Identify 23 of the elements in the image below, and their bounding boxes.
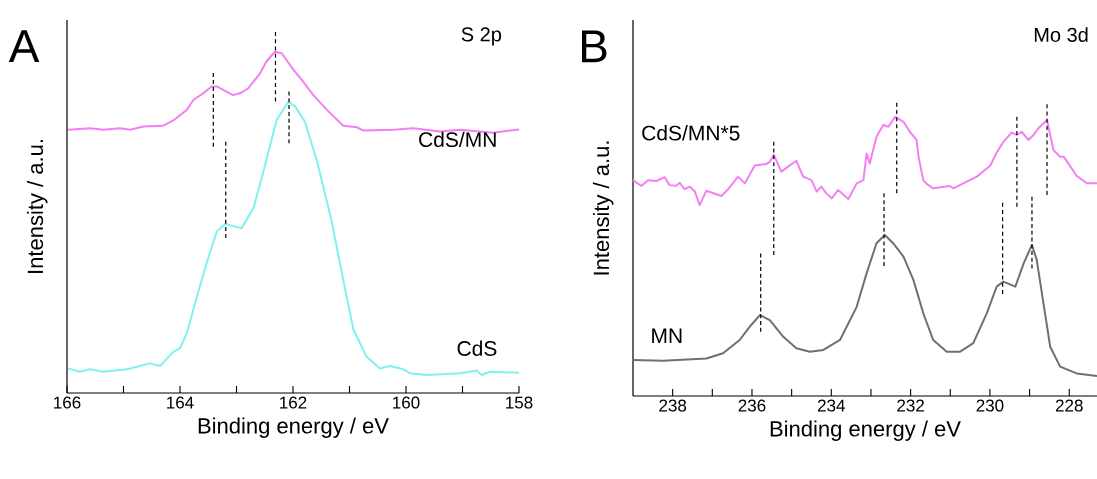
x-tick-label: 234 [817,399,845,412]
series-label: MN [652,328,682,344]
x-tick-label: 162 [280,396,307,409]
x-tick-label: 232 [897,399,924,412]
series-label: CdS/MN*5 [642,125,740,141]
series-label: CdS/MN [419,131,496,148]
x-tick-label: 228 [1055,399,1083,412]
x-tick-label: 164 [167,396,194,409]
x-tick-label: 236 [738,399,766,412]
x-tick-label: 160 [393,396,420,409]
series-label: CdS [457,340,497,356]
text: A [8,30,40,62]
x-tick-label: 230 [976,399,1004,412]
x-tick-label: 166 [54,396,81,409]
x-axis-title: Binding energy / eV [770,420,961,441]
annotation: S 2p [461,27,502,46]
x-axis-title: Binding energy / eV [198,417,389,438]
y-axis-title: Intensity / a.u. [26,140,48,273]
x-tick-label: 158 [506,396,533,409]
y-axis-title: Intensity / a.u. [592,141,614,275]
text: B [582,30,607,63]
x-tick-label: 238 [659,399,687,412]
text: Mo 3d [1034,27,1088,42]
